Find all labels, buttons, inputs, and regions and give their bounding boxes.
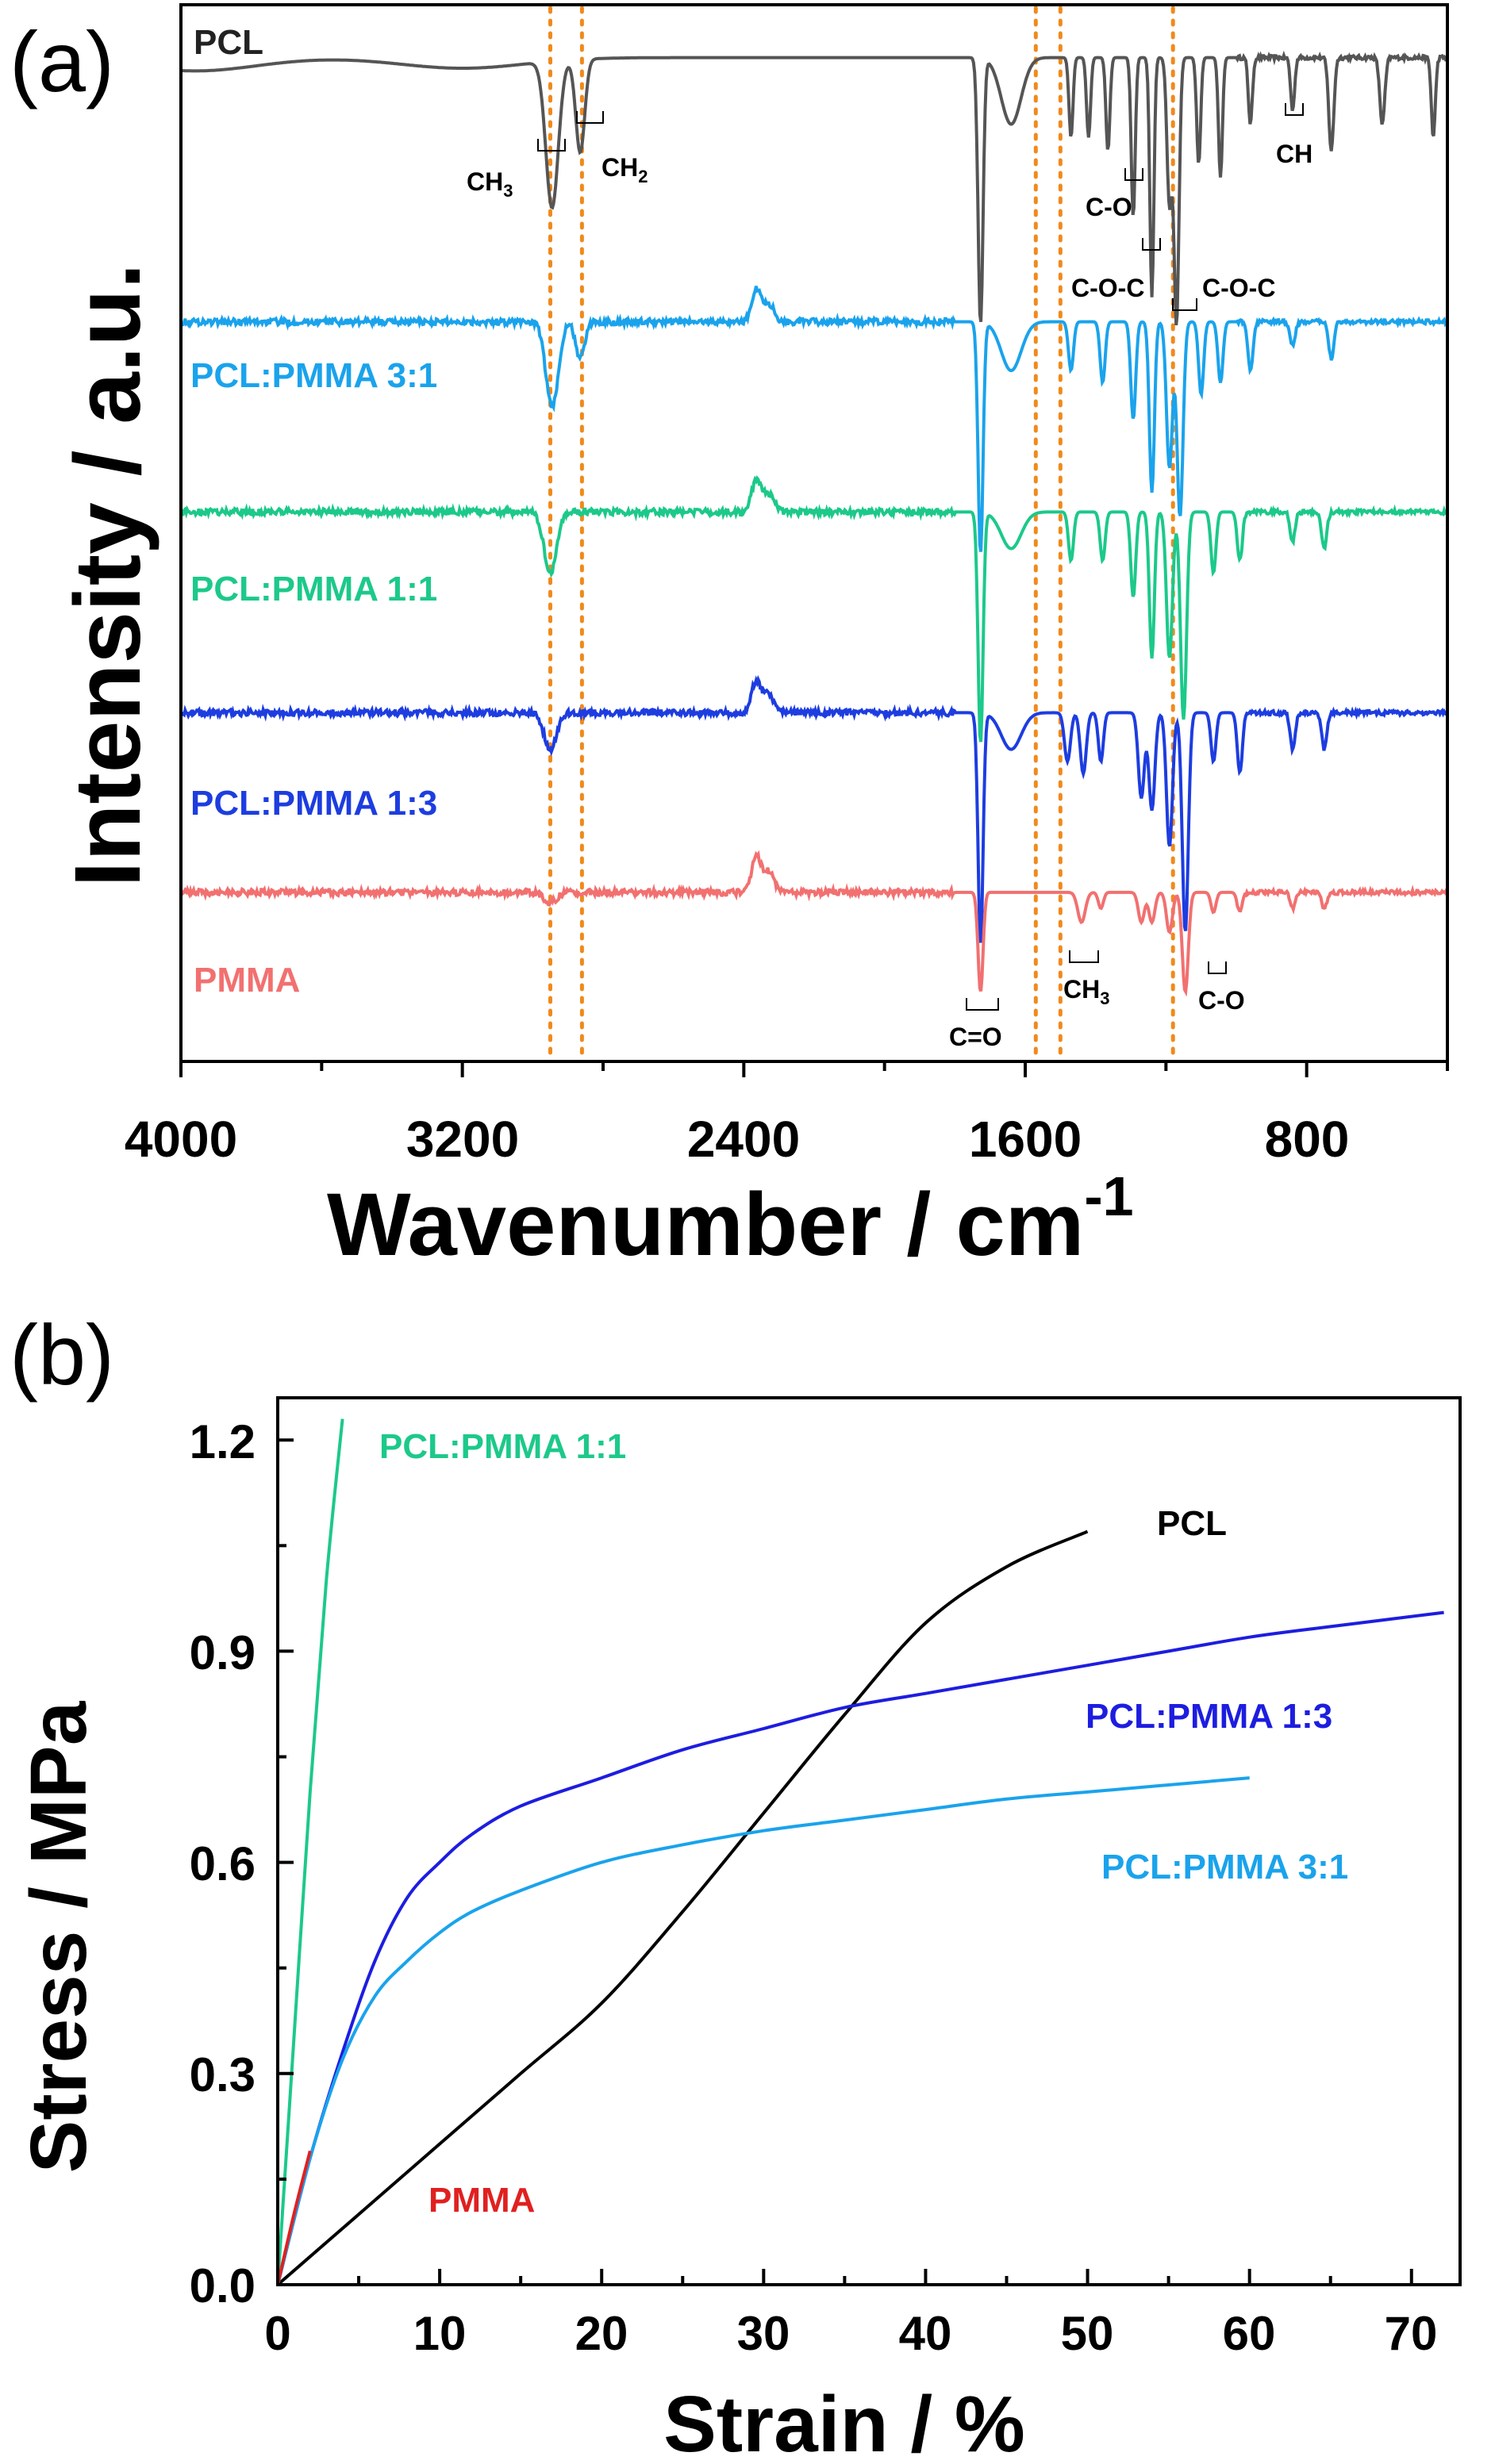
spectrum-pcl [181, 50, 1449, 326]
bracket-ch3 [537, 139, 566, 152]
panel-b-label: (b) [10, 1307, 114, 1403]
bracket-c-o-c-2 [1172, 298, 1197, 311]
curve-pcl [276, 1529, 1089, 2286]
b-ytick-label-0-0: 0.0 [190, 2259, 256, 2312]
b-ytick-label-0-9: 0.9 [190, 1626, 256, 1679]
bracket-ch [1285, 103, 1304, 116]
annot-c-o-pmma: C-O [1198, 986, 1245, 1015]
b-series-labels: PCL:PMMA 1:1 PCL PCL:PMMA 1:3 PCL:PMMA 3… [379, 1427, 1348, 2220]
a-label-pcl-pmma-3-1: PCL:PMMA 3:1 [190, 356, 437, 395]
panel-b: (b) Stress / MPa 0.0 0.3 0.6 0.9 1.2 0 1… [10, 1307, 1462, 2464]
a-label-pcl: PCL [194, 23, 263, 62]
spectrum-pcl-pmma-1-1 [179, 475, 1449, 743]
b-ytick-label-0-3: 0.3 [190, 2048, 256, 2101]
a-label-pmma: PMMA [194, 961, 300, 1000]
a-xtick-label-2400: 2400 [687, 1111, 800, 1168]
a-xtick-label-800: 800 [1265, 1111, 1350, 1168]
a-label-pcl-pmma-1-3: PCL:PMMA 1:3 [190, 784, 437, 823]
b-curves [276, 1418, 1444, 2286]
b-ytick-label-1-2: 1.2 [190, 1415, 256, 1468]
annot-ch3-pmma: CH3 [1063, 975, 1109, 1008]
a-x-tick-labels: 4000 3200 2400 1600 800 [125, 1111, 1350, 1168]
panel-a-label: (a) [10, 13, 114, 109]
bracket-c-o-c-1 [1142, 238, 1161, 251]
b-x-tick-labels: 0 10 20 30 40 50 60 70 [264, 2307, 1437, 2360]
annot-ch: CH [1276, 140, 1312, 168]
b-label-pcl-pmma-3-1: PCL:PMMA 3:1 [1101, 1848, 1348, 1886]
bracket-ch2 [576, 111, 604, 124]
bracket-c-o-pmma [1208, 961, 1227, 974]
annot-ch2: CH2 [601, 153, 648, 186]
b-label-pmma: PMMA [429, 2181, 535, 2220]
annot-c-o-c-2: C-O-C [1202, 274, 1275, 302]
spectrum-pmma [179, 850, 1449, 997]
a-xtick-label-1600: 1600 [969, 1111, 1082, 1168]
b-plot-frame [276, 1396, 1462, 2286]
curve-pmma [276, 2150, 312, 2286]
b-ticks [276, 1438, 1413, 2286]
a-series-labels: PCL PCL:PMMA 3:1 PCL:PMMA 1:1 PCL:PMMA 1… [190, 23, 437, 1000]
b-xtick-label-40: 40 [899, 2307, 952, 2360]
a-plot-frame [179, 3, 1449, 1063]
curve-pcl-pmma-3-1 [276, 1776, 1250, 2286]
a-peak-annotations: CH3 CH2 C-O C-O-C C-O-C CH C=O CH3 C-O [467, 103, 1312, 1051]
a-xtick-label-3200: 3200 [406, 1111, 519, 1168]
a-xtick-label-4000: 4000 [125, 1111, 237, 1168]
a-reference-lines [548, 6, 1175, 1061]
b-ytick-label-0-6: 0.6 [190, 1837, 256, 1890]
b-xtick-label-70: 70 [1385, 2307, 1438, 2360]
a-y-axis-label: Intensity / a.u. [56, 263, 160, 888]
b-label-pcl-pmma-1-3: PCL:PMMA 1:3 [1086, 1697, 1332, 1736]
bracket-c-eq-o [966, 998, 999, 1011]
b-x-axis-label: Strain / % [663, 2380, 1025, 2464]
b-label-pcl: PCL [1157, 1504, 1227, 1543]
spectrum-pcl-pmma-3-1 [180, 286, 1449, 552]
annot-c-o-c-1: C-O-C [1071, 274, 1144, 302]
curve-pcl-pmma-1-3 [276, 1610, 1444, 2286]
a-x-ticks [179, 1061, 1449, 1077]
spectrum-pcl-pmma-1-3 [179, 674, 1449, 943]
b-label-pcl-pmma-1-1: PCL:PMMA 1:1 [379, 1427, 626, 1466]
b-xtick-label-60: 60 [1223, 2307, 1276, 2360]
panel-a: (a) Intensity / a.u. PCL PCL:PMMA 3:1 PC… [10, 3, 1449, 1274]
annot-ch3: CH3 [467, 167, 513, 201]
b-y-tick-labels: 0.0 0.3 0.6 0.9 1.2 [190, 1415, 256, 2312]
b-xtick-label-50: 50 [1061, 2307, 1114, 2360]
b-xtick-label-20: 20 [575, 2307, 628, 2360]
a-spectra [179, 50, 1449, 997]
b-xtick-label-30: 30 [737, 2307, 790, 2360]
a-x-axis-label: Wavenumber / cm-1 [327, 1165, 1134, 1274]
annot-c-eq-o: C=O [949, 1023, 1002, 1051]
bracket-ch3-pmma [1069, 950, 1099, 963]
a-label-pcl-pmma-1-1: PCL:PMMA 1:1 [190, 570, 437, 608]
bracket-c-o [1124, 168, 1143, 181]
b-xtick-label-10: 10 [413, 2307, 467, 2360]
b-xtick-label-0: 0 [264, 2307, 290, 2360]
curve-pcl-pmma-1-1 [276, 1418, 344, 2286]
annot-c-o: C-O [1086, 193, 1132, 221]
b-y-axis-label: Stress / MPa [14, 1700, 103, 2173]
